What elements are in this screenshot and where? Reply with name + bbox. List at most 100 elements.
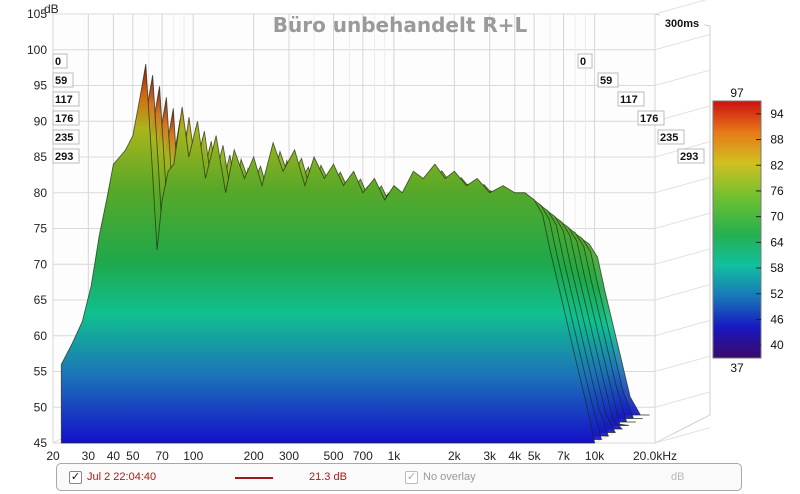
x-tick-label: 700 xyxy=(353,449,373,462)
waterfall-slices xyxy=(60,63,650,444)
colorbar-tick-label: 52 xyxy=(770,287,784,301)
side-gridline xyxy=(654,69,711,86)
y-axis-ticks: 105 100 95 90 85 80 75 70 65 60 55 50 45 xyxy=(27,7,47,450)
time-label-box xyxy=(52,110,80,126)
time-label-box xyxy=(617,91,645,107)
x-axis-ticks: 20 30 40 50 70 100 200 300 500 700 1k 2k 3k 4k 5k 7k 10k… xyxy=(46,449,677,462)
measurement-level: 21.3 dB xyxy=(309,471,347,483)
side-wall xyxy=(654,13,711,444)
time-label-right: 176 xyxy=(640,113,658,125)
colorbar: 97 37 94 88 82 76 70 64 58 52 46 40 xyxy=(712,86,784,375)
side-gridline xyxy=(654,0,707,15)
y-tick-label: 90 xyxy=(34,114,48,128)
y-tick-label: 85 xyxy=(34,150,48,164)
time-label-left: 235 xyxy=(55,132,73,144)
time-label-box xyxy=(597,72,619,88)
side-gridline xyxy=(654,176,711,194)
colorbar-gradient xyxy=(712,100,762,359)
x-tick-label: 50 xyxy=(126,449,140,462)
time-label-left: 176 xyxy=(55,113,73,125)
y-tick-label: 70 xyxy=(34,257,48,271)
y-tick-label: 75 xyxy=(34,222,48,236)
colorbar-tick-label: 88 xyxy=(770,133,784,147)
time-range-label: 300ms xyxy=(665,18,699,30)
y-axis-label: dB xyxy=(44,2,59,16)
x-tick-label: 70 xyxy=(155,449,169,462)
colorbar-tick-label: 46 xyxy=(770,312,784,326)
measurement-checkbox[interactable]: ✓ xyxy=(69,471,82,484)
legend-bar: ✓ Jul 2 22:04:40 21.3 dB ✓ No overlay dB xyxy=(56,463,742,491)
colorbar-tick-label: 40 xyxy=(770,338,784,352)
time-label-box xyxy=(52,91,80,107)
time-label-box xyxy=(577,53,593,69)
time-label-box xyxy=(52,148,80,164)
colorbar-tick-label: 64 xyxy=(770,235,784,249)
time-range-box xyxy=(660,14,704,31)
time-label-box xyxy=(52,53,68,69)
time-label-left: 293 xyxy=(55,151,73,163)
time-label-box xyxy=(52,129,80,145)
x-tick-label: 5k xyxy=(528,449,542,462)
time-label-left: 59 xyxy=(55,75,67,87)
overlay-label: No overlay xyxy=(423,471,476,483)
side-gridline xyxy=(654,427,711,444)
time-label-right: 293 xyxy=(680,151,698,163)
y-tick-label: 60 xyxy=(34,329,48,343)
floor-gridline xyxy=(654,432,675,444)
x-tick-label: 20.0kHz xyxy=(633,449,677,462)
unit-label: dB xyxy=(671,471,685,483)
chart-title: Büro unbehandelt R+L xyxy=(273,13,528,37)
y-tick-label: 100 xyxy=(27,43,47,57)
time-label-right: 0 xyxy=(580,56,586,68)
y-tick-label: 65 xyxy=(34,293,48,307)
y-tick-label: 105 xyxy=(27,7,47,21)
time-label-box xyxy=(677,148,705,164)
waterfall-slice xyxy=(60,63,596,444)
side-gridline xyxy=(654,355,711,372)
side-gridline xyxy=(654,391,711,408)
trace-line-sample xyxy=(235,477,273,479)
time-label-right: 117 xyxy=(620,94,638,106)
side-gridline xyxy=(654,248,711,265)
x-tick-label: 300 xyxy=(279,449,299,462)
y-tick-label: 50 xyxy=(34,400,48,414)
x-tick-label: 4k xyxy=(508,449,522,462)
floor-gridline xyxy=(594,432,615,444)
x-tick-label: 7k xyxy=(557,449,571,462)
colorbar-tick-label: 94 xyxy=(770,107,784,121)
time-label-box xyxy=(637,110,665,126)
side-gridline xyxy=(654,284,711,301)
x-tick-label: 100 xyxy=(183,449,203,462)
side-gridline xyxy=(654,212,711,229)
colorbar-tick-label: 70 xyxy=(770,210,784,224)
x-tick-label: 30 xyxy=(82,449,96,462)
x-tick-label: 1k xyxy=(388,449,402,462)
colorbar-max-label: 97 xyxy=(730,86,744,100)
colorbar-min-label: 37 xyxy=(730,361,744,375)
colorbar-tick-label: 82 xyxy=(770,158,784,172)
colorbar-tick-label: 58 xyxy=(770,261,784,275)
overlay-checkbox[interactable]: ✓ xyxy=(405,471,418,484)
y-tick-label: 55 xyxy=(34,365,48,379)
x-tick-label: 40 xyxy=(107,449,121,462)
x-tick-label: 500 xyxy=(324,449,344,462)
y-tick-label: 45 xyxy=(34,436,48,450)
x-tick-label: 20 xyxy=(46,449,60,462)
x-tick-label: 10k xyxy=(585,449,605,462)
time-label-box xyxy=(52,72,74,88)
x-tick-label: 2k xyxy=(448,449,462,462)
y-tick-label: 80 xyxy=(34,186,48,200)
time-label-left: 0 xyxy=(55,56,61,68)
time-label-left: 117 xyxy=(55,94,73,106)
time-label-right: 59 xyxy=(600,75,612,87)
side-gridline xyxy=(654,319,711,337)
time-label-right: 235 xyxy=(660,132,678,144)
time-label-box xyxy=(657,129,685,145)
colorbar-tick-label: 76 xyxy=(770,184,784,198)
measurement-date: Jul 2 22:04:40 xyxy=(87,471,157,483)
y-tick-label: 95 xyxy=(34,79,48,93)
side-gridline xyxy=(654,33,711,51)
x-tick-label: 200 xyxy=(244,449,264,462)
x-tick-label: 3k xyxy=(483,449,497,462)
